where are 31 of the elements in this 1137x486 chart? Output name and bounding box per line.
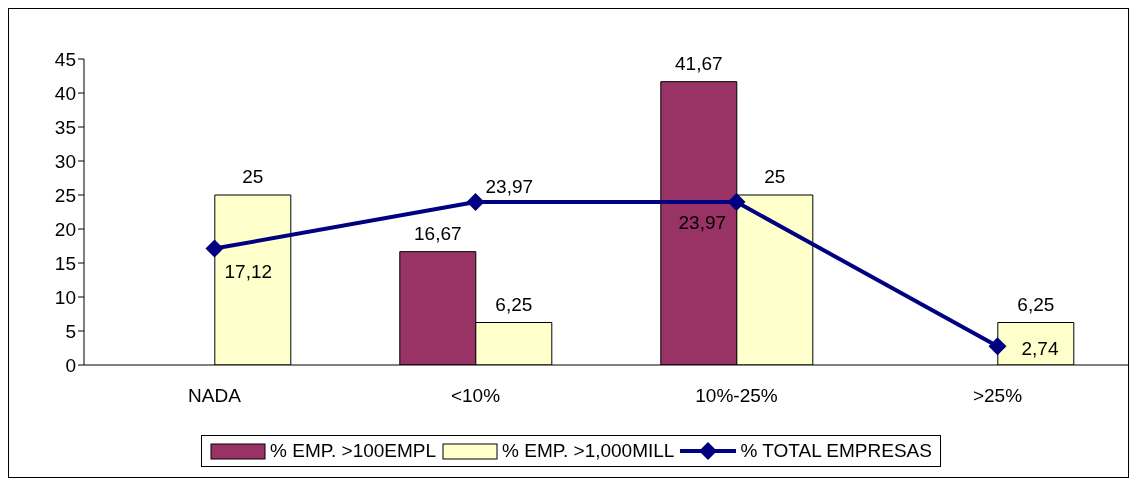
data-label: 2,74 xyxy=(1021,338,1059,360)
x-tick-label: NADA xyxy=(188,385,242,407)
y-tick-label: 20 xyxy=(54,218,76,240)
data-label: 23,97 xyxy=(485,176,534,198)
data-label: 25 xyxy=(242,166,264,187)
x-tick-label: <10% xyxy=(450,385,501,407)
point xyxy=(727,193,746,211)
y-tick-label: 25 xyxy=(54,184,76,206)
y-tick-label: 15 xyxy=(54,252,76,274)
data-label: 25 xyxy=(764,166,786,187)
data-label: 6,25 xyxy=(495,293,533,315)
point xyxy=(466,193,485,211)
x-tick-label: 10%-25% xyxy=(695,385,778,407)
y-tick-label: 30 xyxy=(54,150,76,172)
y-tick-label: 10 xyxy=(54,286,76,308)
y-tick-label: 5 xyxy=(65,320,76,342)
data-label: 6,25 xyxy=(1017,293,1055,315)
data-label: 16,67 xyxy=(414,222,462,244)
data-label: 41,67 xyxy=(675,52,723,74)
y-tick-label: 35 xyxy=(54,116,76,138)
y-tick-label: 40 xyxy=(54,82,76,104)
legend-label: % EMP. >1,000MILL xyxy=(502,440,675,462)
y-tick-label: 45 xyxy=(54,48,76,70)
point xyxy=(205,239,224,258)
data-label: 17,12 xyxy=(224,260,273,282)
legend-label: % EMP. >100EMPL xyxy=(270,440,437,462)
legend-label: % TOTAL EMPRESAS xyxy=(740,440,932,462)
point xyxy=(988,337,1007,356)
x-tick-label: >25% xyxy=(972,385,1023,407)
data-label: 23,97 xyxy=(678,212,727,234)
y-tick-label: 0 xyxy=(65,354,76,376)
